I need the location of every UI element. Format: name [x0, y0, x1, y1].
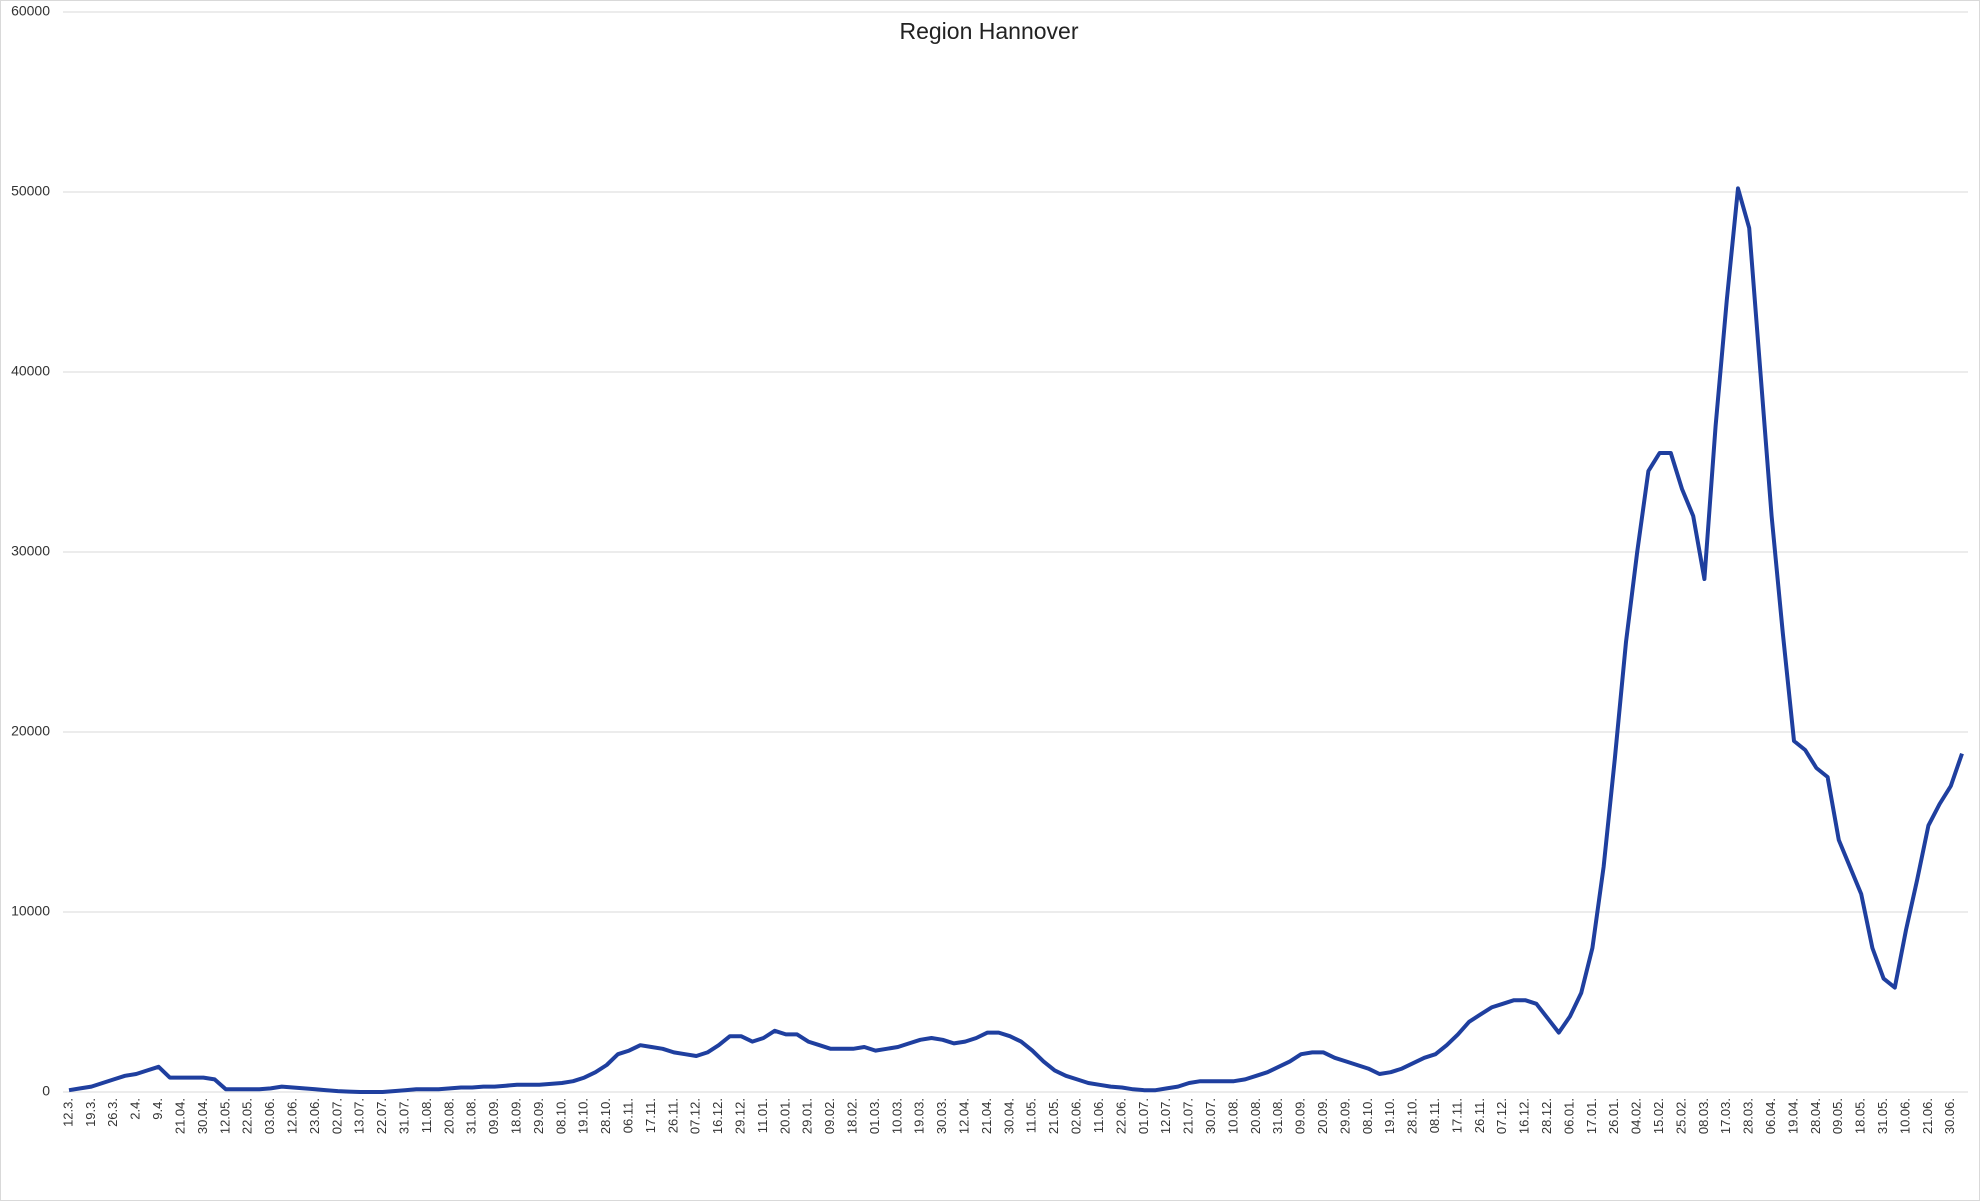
x-tick-label: 22.06.	[1113, 1098, 1128, 1134]
x-tick-label: 22.05.	[240, 1098, 255, 1134]
x-tick-label: 21.06.	[1920, 1098, 1935, 1134]
x-tick-label: 31.05.	[1875, 1098, 1890, 1134]
x-tick-label: 11.08.	[419, 1098, 434, 1133]
x-tick-label: 09.05.	[1830, 1098, 1845, 1134]
x-tick-label: 06.11.	[620, 1098, 635, 1133]
x-tick-label: 18.02.	[845, 1098, 860, 1134]
chart-title: Region Hannover	[899, 18, 1078, 44]
x-tick-label: 13.07.	[352, 1098, 367, 1134]
x-tick-label: 26.01.	[1606, 1098, 1621, 1134]
x-tick-label: 17.11.	[643, 1098, 658, 1133]
x-tick-label: 17.01.	[1584, 1098, 1599, 1134]
x-tick-label: 20.01.	[777, 1098, 792, 1134]
x-tick-label: 28.10.	[1405, 1098, 1420, 1134]
x-tick-label: 21.04.	[172, 1098, 187, 1134]
x-tick-label: 06.01.	[1561, 1098, 1576, 1134]
x-tick-label: 08.10.	[553, 1098, 568, 1134]
x-tick-label: 04.02.	[1629, 1098, 1644, 1134]
x-tick-label: 31.07.	[396, 1098, 411, 1134]
y-tick-label: 30000	[11, 543, 50, 559]
x-tick-label: 9.4.	[150, 1098, 165, 1120]
x-tick-label: 29.01.	[800, 1098, 815, 1134]
x-tick-label: 19.3.	[83, 1098, 98, 1127]
x-tick-label: 28.10.	[598, 1098, 613, 1134]
x-tick-label: 26.11.	[1472, 1098, 1487, 1133]
x-tick-label: 07.12.	[688, 1098, 703, 1134]
x-tick-label: 21.04.	[979, 1098, 994, 1134]
x-tick-label: 23.06.	[307, 1098, 322, 1134]
x-tick-label: 18.09.	[508, 1098, 523, 1134]
x-tick-label: 01.07.	[1136, 1098, 1151, 1134]
x-tick-label: 2.4.	[128, 1098, 143, 1120]
x-tick-label: 09.09.	[1293, 1098, 1308, 1134]
y-tick-label: 20000	[11, 723, 50, 739]
x-tick-label: 10.03.	[889, 1098, 904, 1134]
x-tick-label: 08.10.	[1360, 1098, 1375, 1134]
x-tick-label: 31.08.	[1270, 1098, 1285, 1134]
x-tick-label: 29.12.	[733, 1098, 748, 1134]
x-tick-label: 19.03.	[912, 1098, 927, 1134]
x-tick-label: 21.05.	[1046, 1098, 1061, 1134]
x-tick-label: 25.02.	[1673, 1098, 1688, 1134]
x-tick-label: 02.06.	[1069, 1098, 1084, 1134]
x-tick-label: 09.02.	[822, 1098, 837, 1134]
x-tick-label: 31.08.	[464, 1098, 479, 1134]
x-tick-label: 02.07.	[329, 1098, 344, 1134]
x-tick-label: 12.3.	[60, 1098, 75, 1127]
x-tick-label: 18.05.	[1853, 1098, 1868, 1134]
x-tick-label: 08.11.	[1427, 1098, 1442, 1133]
y-tick-label: 60000	[11, 3, 50, 19]
x-tick-label: 21.07.	[1181, 1098, 1196, 1134]
x-tick-label: 19.10.	[576, 1098, 591, 1134]
x-tick-label: 28.12.	[1539, 1098, 1554, 1134]
x-tick-label: 20.08.	[441, 1098, 456, 1134]
x-tick-label: 30.04.	[1001, 1098, 1016, 1134]
x-tick-label: 12.05.	[217, 1098, 232, 1134]
x-tick-label: 26.3.	[105, 1098, 120, 1127]
x-tick-label: 07.12.	[1494, 1098, 1509, 1134]
x-tick-label: 12.04.	[957, 1098, 972, 1134]
x-tick-label: 19.10.	[1382, 1098, 1397, 1134]
y-tick-label: 10000	[11, 903, 50, 919]
x-tick-label: 09.09.	[486, 1098, 501, 1134]
x-tick-label: 30.07.	[1203, 1098, 1218, 1134]
x-tick-label: 10.06.	[1897, 1098, 1912, 1134]
x-tick-label: 11.05.	[1024, 1098, 1039, 1133]
x-tick-label: 22.07.	[374, 1098, 389, 1134]
x-tick-label: 10.08.	[1225, 1098, 1240, 1134]
x-tick-label: 01.03.	[867, 1098, 882, 1134]
x-tick-label: 06.04.	[1763, 1098, 1778, 1134]
x-tick-label: 30.06.	[1942, 1098, 1957, 1134]
x-tick-label: 03.06.	[262, 1098, 277, 1134]
x-tick-label: 20.09.	[1315, 1098, 1330, 1134]
x-tick-label: 16.12.	[710, 1098, 725, 1134]
x-tick-label: 08.03.	[1696, 1098, 1711, 1134]
x-tick-label: 26.11.	[665, 1098, 680, 1133]
x-tick-label: 20.08.	[1248, 1098, 1263, 1134]
y-tick-label: 40000	[11, 363, 50, 379]
x-tick-label: 28.04.	[1808, 1098, 1823, 1134]
x-tick-label: 11.06.	[1091, 1098, 1106, 1133]
x-tick-label: 28.03.	[1741, 1098, 1756, 1134]
x-tick-label: 30.04.	[195, 1098, 210, 1134]
x-tick-label: 19.04.	[1785, 1098, 1800, 1134]
y-tick-label: 0	[42, 1083, 50, 1099]
x-tick-label: 12.07.	[1158, 1098, 1173, 1134]
x-tick-label: 12.06.	[284, 1098, 299, 1134]
x-tick-label: 29.09.	[531, 1098, 546, 1134]
x-tick-label: 11.01.	[755, 1098, 770, 1133]
x-tick-label: 17.11.	[1449, 1098, 1464, 1133]
x-tick-label: 16.12.	[1517, 1098, 1532, 1134]
data-line	[68, 186, 1964, 1094]
x-tick-label: 30.03.	[934, 1098, 949, 1134]
x-tick-label: 17.03.	[1718, 1098, 1733, 1134]
y-tick-label: 50000	[11, 183, 50, 199]
x-tick-label: 15.02.	[1651, 1098, 1666, 1134]
x-tick-label: 29.09.	[1337, 1098, 1352, 1134]
